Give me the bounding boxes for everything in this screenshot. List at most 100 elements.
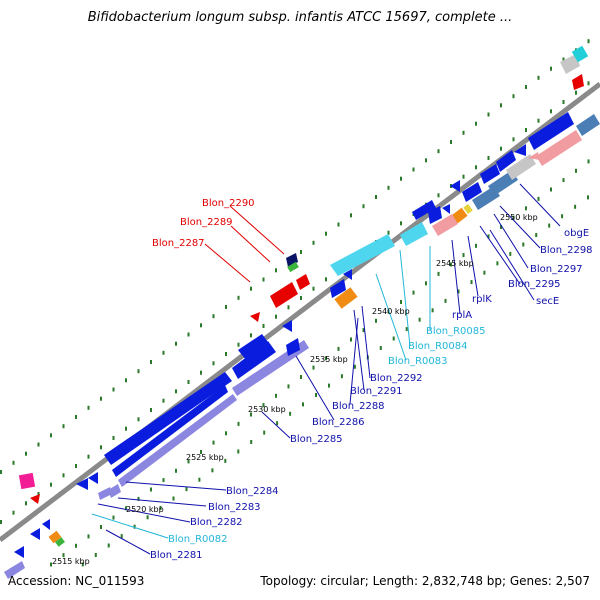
- trna-feature-green-1[interactable]: [55, 537, 65, 547]
- red-feature-top-right[interactable]: [572, 74, 584, 90]
- tick-dot-56: [87, 454, 90, 459]
- pink-feature-1[interactable]: [432, 214, 458, 236]
- tick-dot-105: [172, 496, 175, 501]
- tick-dot-7: [87, 405, 90, 410]
- tick-dot-39: [487, 112, 490, 117]
- gene-label-blon-2292: Blon_2292: [370, 373, 423, 384]
- tick-dot-70: [262, 324, 265, 328]
- tick-dot-45: [562, 57, 565, 62]
- cds-arrow-6[interactable]: [282, 320, 292, 332]
- tick-dot-160: [312, 365, 315, 370]
- cds-arrow-12[interactable]: [462, 182, 482, 202]
- gene-label-blon-2286: Blon_2286: [312, 417, 365, 428]
- cds-feature-2287[interactable]: [238, 334, 270, 360]
- cds-arrow-14[interactable]: [496, 150, 516, 172]
- cds-arrow-3[interactable]: [42, 519, 50, 530]
- tick-dot-128: [470, 280, 473, 285]
- tick-dot-150: [187, 459, 190, 464]
- cds-arrow-5[interactable]: [88, 472, 98, 484]
- tick-dot-137: [587, 195, 589, 200]
- tick-dot-22: [275, 268, 277, 273]
- red-feature-2290[interactable]: [296, 274, 310, 290]
- tick-dot-49: [0, 520, 2, 524]
- tick-dot-44: [550, 66, 552, 71]
- pink-feature-3[interactable]: [528, 152, 540, 160]
- tick-dot-37: [462, 130, 465, 135]
- rrna-feature-2[interactable]: [400, 222, 428, 246]
- trna-feature-orange-2[interactable]: [334, 287, 358, 309]
- tick-dot-168: [412, 290, 415, 295]
- kbp-label-2520: 2520 kbp: [126, 505, 164, 514]
- cds-arrow-8[interactable]: [330, 279, 346, 298]
- tick-dot-167: [400, 300, 402, 304]
- rrna-feature-3[interactable]: [350, 249, 362, 258]
- pink-feature-2[interactable]: [536, 130, 582, 166]
- tick-dot-75: [325, 277, 327, 282]
- kbp-label-2540: 2540 kbp: [372, 307, 410, 316]
- gene-label-blon-2289: Blon_2289: [180, 217, 233, 228]
- cds-feature-2286[interactable]: [232, 341, 276, 379]
- hypothetical-feature-1[interactable]: [506, 154, 536, 180]
- rrna-feature-1[interactable]: [330, 234, 395, 276]
- tick-dot-1: [12, 460, 15, 465]
- cds-feature-purple-small[interactable]: [98, 487, 112, 500]
- cds-feature-2285[interactable]: [104, 372, 232, 465]
- tick-dot-124: [418, 317, 421, 322]
- red-feature-small-left[interactable]: [30, 494, 40, 504]
- tick-dot-60: [137, 417, 140, 422]
- tick-dot-148: [162, 478, 165, 483]
- tick-dot-98: [81, 562, 84, 567]
- tick-dot-113: [276, 421, 279, 426]
- tick-dot-153: [225, 431, 227, 436]
- tick-dot-90: [512, 137, 515, 142]
- cds-feature-obgE[interactable]: [528, 112, 574, 150]
- cds-arrow-2[interactable]: [30, 528, 40, 540]
- tick-dot-162: [337, 346, 340, 351]
- cyan-feature-top-right[interactable]: [571, 45, 589, 63]
- tick-dot-182: [587, 159, 590, 164]
- steel-feature-3[interactable]: [576, 114, 600, 136]
- cds-feature-2283[interactable]: [118, 394, 237, 487]
- trna-feature-yellow[interactable]: [463, 204, 473, 214]
- cds-feature-upper-left-rail[interactable]: [412, 200, 436, 220]
- green-feature-2290[interactable]: [287, 261, 299, 273]
- cds-arrow-1[interactable]: [14, 546, 24, 558]
- tick-dot-108: [211, 468, 214, 473]
- red-feature-2289[interactable]: [270, 282, 298, 308]
- trna-feature-orange-1[interactable]: [48, 530, 62, 544]
- tick-dot-178: [537, 196, 540, 201]
- tick-dot-21: [262, 277, 265, 282]
- tick-dot-33: [412, 167, 415, 172]
- tick-dot-35: [437, 149, 440, 154]
- tick-dot-101: [120, 534, 123, 539]
- tick-dot-117: [328, 383, 330, 388]
- kbp-label-2545: 2545 kbp: [436, 259, 474, 268]
- cds-arrow-13[interactable]: [480, 164, 500, 184]
- cds-arrow-4[interactable]: [76, 478, 88, 490]
- tick-dot-143: [100, 525, 102, 529]
- tick-dot-88: [487, 156, 490, 160]
- cds-feature-2284[interactable]: [112, 385, 228, 477]
- magenta-feature-1[interactable]: [18, 472, 36, 490]
- label-leader-lines: [91, 183, 561, 555]
- cds-arrow-15[interactable]: [514, 144, 526, 156]
- cds-arrow-9[interactable]: [343, 269, 352, 280]
- gene-label-blon-2297: Blon_2297: [530, 264, 583, 275]
- tick-dot-121: [379, 346, 382, 350]
- cds-feature-bottom-left[interactable]: [4, 561, 25, 579]
- tick-dot-173: [475, 243, 477, 248]
- tick-dot-179: [550, 187, 552, 192]
- cds-feature-2281[interactable]: [108, 484, 121, 498]
- cds-arrow-11[interactable]: [442, 204, 450, 214]
- tick-dot-64: [187, 380, 190, 384]
- red-feature-2287[interactable]: [250, 312, 260, 322]
- gene-label-blon-2291: Blon_2291: [350, 386, 403, 397]
- tick-dot-134: [548, 223, 551, 228]
- cds-arrow-16[interactable]: [450, 180, 460, 192]
- gene-label-obgE: obgE: [564, 228, 589, 239]
- tick-dot-115: [302, 402, 304, 407]
- cds-arrow-7[interactable]: [286, 338, 300, 356]
- hypothetical-feature-2[interactable]: [560, 54, 580, 74]
